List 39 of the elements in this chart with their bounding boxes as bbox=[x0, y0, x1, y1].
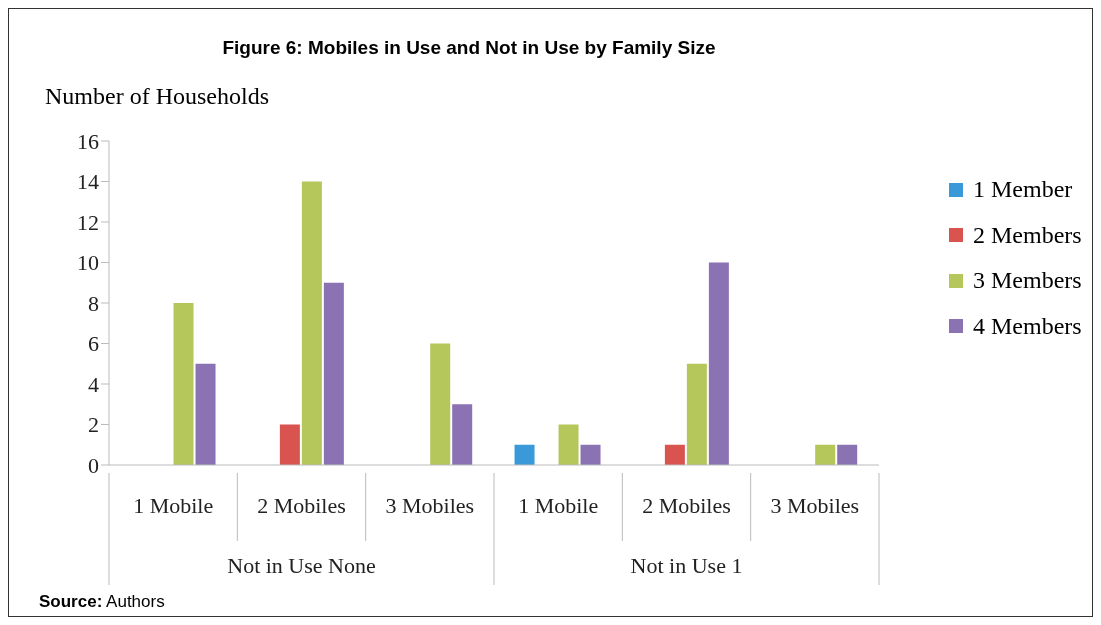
text: Not in Use 1 bbox=[630, 553, 743, 578]
bar bbox=[686, 363, 707, 465]
x-tick-label: 1 Mobile bbox=[133, 493, 214, 518]
y-tick-label: 14 bbox=[77, 169, 99, 195]
y-axis-title: Number of Households bbox=[45, 83, 269, 110]
source-note: Source: Authors bbox=[39, 592, 165, 612]
bar bbox=[195, 363, 216, 465]
y-tick-label: 0 bbox=[88, 452, 99, 478]
legend-label: 1 Member bbox=[972, 175, 1074, 205]
x-tick-label: 3 Mobiles bbox=[385, 493, 475, 518]
bar bbox=[173, 303, 194, 465]
bar bbox=[815, 444, 836, 465]
bar bbox=[452, 404, 473, 465]
bar bbox=[580, 444, 601, 465]
y-tick-label: 8 bbox=[88, 290, 99, 316]
chart-title: Figure 6: Mobiles in Use and Not in Use by Family Size bbox=[221, 37, 717, 59]
bar bbox=[323, 282, 344, 465]
y-tick-label: 4 bbox=[88, 371, 99, 397]
bar bbox=[514, 444, 535, 465]
y-tick-label: 6 bbox=[88, 331, 99, 357]
legend-label: 2 Members bbox=[972, 220, 1082, 250]
bar bbox=[837, 444, 858, 465]
y-tick-label: 10 bbox=[77, 250, 99, 276]
legend-label: 4 Members bbox=[972, 311, 1082, 341]
bar bbox=[430, 343, 451, 465]
x-tick-label: 1 Mobile bbox=[518, 493, 599, 518]
x-tick-label: 2 Mobiles bbox=[257, 493, 346, 518]
y-tick-label: 2 bbox=[88, 412, 99, 438]
x-tick-label: 3 Mobiles bbox=[770, 493, 860, 518]
legend-label: 3 Members bbox=[972, 266, 1082, 296]
bar bbox=[664, 444, 685, 465]
y-tick-label: 16 bbox=[77, 128, 99, 154]
x-tick-label: 2 Mobiles bbox=[642, 493, 731, 518]
text: Not in Use None bbox=[227, 553, 376, 578]
y-tick-label: 12 bbox=[77, 209, 99, 235]
bar bbox=[708, 262, 729, 465]
bar bbox=[279, 424, 300, 465]
bar bbox=[301, 181, 322, 465]
bar bbox=[558, 424, 579, 465]
